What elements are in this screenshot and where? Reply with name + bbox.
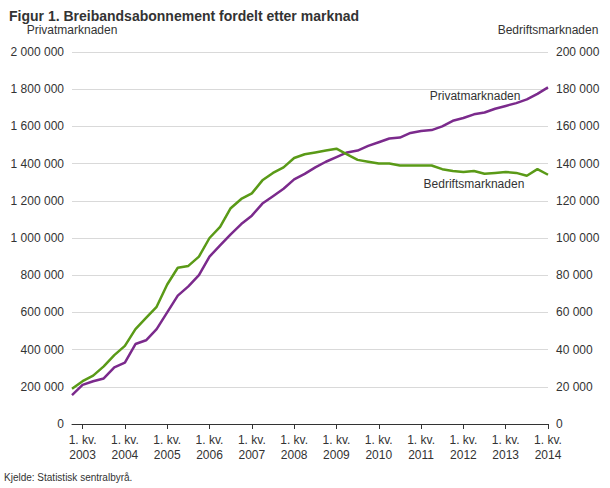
svg-text:40 000: 40 000 — [556, 343, 593, 357]
svg-text:1. kv.: 1. kv. — [323, 433, 351, 447]
svg-text:1. kv.: 1. kv. — [365, 433, 393, 447]
svg-text:200 000: 200 000 — [21, 380, 65, 394]
svg-text:1. kv.: 1. kv. — [196, 433, 224, 447]
svg-text:1 600 000: 1 600 000 — [11, 119, 65, 133]
svg-text:160 000: 160 000 — [556, 119, 600, 133]
svg-text:1. kv.: 1. kv. — [111, 433, 139, 447]
svg-text:1. kv.: 1. kv. — [238, 433, 266, 447]
svg-text:2008: 2008 — [281, 448, 308, 462]
svg-text:120 000: 120 000 — [556, 194, 600, 208]
svg-text:2007: 2007 — [238, 448, 265, 462]
svg-text:2009: 2009 — [323, 448, 350, 462]
svg-text:2013: 2013 — [492, 448, 519, 462]
svg-text:1 200 000: 1 200 000 — [11, 194, 65, 208]
svg-text:0: 0 — [556, 417, 563, 431]
svg-text:600 000: 600 000 — [21, 305, 65, 319]
svg-text:1. kv.: 1. kv. — [449, 433, 477, 447]
svg-text:60 000: 60 000 — [556, 305, 593, 319]
svg-text:2003: 2003 — [69, 448, 96, 462]
svg-text:2011: 2011 — [408, 448, 434, 462]
svg-text:Kjelde: Statistisk sentralbyrå: Kjelde: Statistisk sentralbyrå. — [4, 472, 132, 483]
svg-text:1. kv.: 1. kv. — [153, 433, 181, 447]
svg-text:0: 0 — [57, 417, 64, 431]
svg-text:180 000: 180 000 — [556, 82, 600, 96]
svg-text:1. kv.: 1. kv. — [407, 433, 435, 447]
svg-text:1 800 000: 1 800 000 — [11, 82, 65, 96]
svg-text:2005: 2005 — [154, 448, 181, 462]
svg-text:80 000: 80 000 — [556, 268, 593, 282]
svg-text:Privatmarknaden: Privatmarknaden — [27, 23, 118, 37]
svg-text:Bedriftsmarknaden: Bedriftsmarknaden — [498, 23, 599, 37]
svg-text:1 000 000: 1 000 000 — [11, 231, 65, 245]
svg-text:200 000: 200 000 — [556, 45, 600, 59]
svg-text:2012: 2012 — [450, 448, 477, 462]
svg-text:800 000: 800 000 — [21, 268, 65, 282]
svg-text:1. kv.: 1. kv. — [280, 433, 308, 447]
svg-text:2010: 2010 — [365, 448, 392, 462]
svg-text:100 000: 100 000 — [556, 231, 600, 245]
svg-text:2006: 2006 — [196, 448, 223, 462]
svg-text:2004: 2004 — [112, 448, 139, 462]
svg-text:2 000 000: 2 000 000 — [11, 45, 65, 59]
svg-text:1. kv.: 1. kv. — [534, 433, 562, 447]
svg-text:1. kv.: 1. kv. — [69, 433, 97, 447]
svg-text:Figur 1. Breibandsabonnement f: Figur 1. Breibandsabonnement fordelt ett… — [9, 8, 359, 24]
svg-text:Bedriftsmarknaden: Bedriftsmarknaden — [424, 177, 525, 191]
svg-text:Privatmarknaden: Privatmarknaden — [430, 89, 521, 103]
svg-text:400 000: 400 000 — [21, 343, 65, 357]
svg-text:140 000: 140 000 — [556, 157, 600, 171]
svg-text:1. kv.: 1. kv. — [492, 433, 520, 447]
svg-text:20 000: 20 000 — [556, 380, 593, 394]
svg-text:1 400 000: 1 400 000 — [11, 157, 65, 171]
svg-text:2014: 2014 — [535, 448, 562, 462]
